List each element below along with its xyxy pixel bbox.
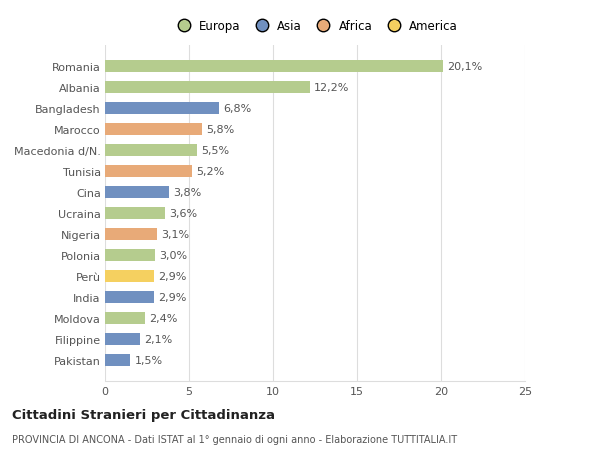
Text: 2,9%: 2,9%: [158, 271, 186, 281]
Bar: [105, 229, 157, 240]
Bar: [105, 61, 443, 73]
Bar: [105, 124, 202, 135]
Text: 2,4%: 2,4%: [149, 313, 178, 323]
Text: 5,8%: 5,8%: [206, 125, 235, 134]
Legend: Europa, Asia, Africa, America: Europa, Asia, Africa, America: [167, 15, 463, 37]
Text: 1,5%: 1,5%: [134, 355, 163, 365]
Bar: [105, 145, 197, 157]
Bar: [105, 354, 130, 366]
Text: 5,2%: 5,2%: [197, 167, 225, 177]
Text: 2,1%: 2,1%: [145, 334, 173, 344]
Bar: [105, 291, 154, 303]
Bar: [105, 187, 169, 198]
Text: PROVINCIA DI ANCONA - Dati ISTAT al 1° gennaio di ogni anno - Elaborazione TUTTI: PROVINCIA DI ANCONA - Dati ISTAT al 1° g…: [12, 434, 457, 444]
Text: 3,0%: 3,0%: [160, 250, 188, 260]
Bar: [105, 313, 145, 324]
Text: 12,2%: 12,2%: [314, 83, 350, 93]
Bar: [105, 82, 310, 94]
Text: Cittadini Stranieri per Cittadinanza: Cittadini Stranieri per Cittadinanza: [12, 409, 275, 421]
Text: 3,8%: 3,8%: [173, 188, 201, 197]
Text: 3,1%: 3,1%: [161, 230, 190, 239]
Bar: [105, 270, 154, 282]
Text: 3,6%: 3,6%: [170, 208, 198, 218]
Bar: [105, 103, 219, 114]
Bar: [105, 333, 140, 345]
Text: 6,8%: 6,8%: [223, 104, 251, 114]
Text: 5,5%: 5,5%: [202, 146, 230, 156]
Bar: [105, 207, 166, 219]
Bar: [105, 166, 193, 177]
Text: 2,9%: 2,9%: [158, 292, 186, 302]
Bar: [105, 250, 155, 261]
Text: 20,1%: 20,1%: [447, 62, 482, 72]
